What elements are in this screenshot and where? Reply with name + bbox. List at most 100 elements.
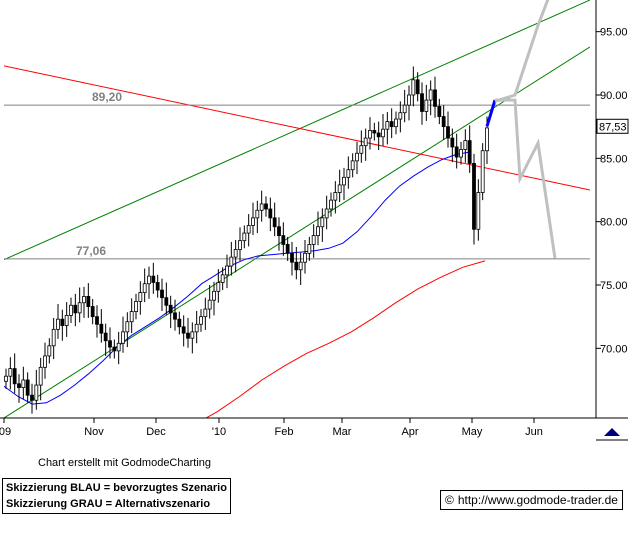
candle-body [142, 283, 147, 294]
candle-body [251, 217, 255, 226]
candle-body [86, 295, 91, 307]
x-tick-label: '09 [0, 426, 11, 438]
candle-body [268, 208, 273, 219]
candle-body [415, 79, 420, 95]
candle-body [255, 209, 260, 219]
candle-body [277, 226, 281, 237]
candle-body [186, 332, 190, 339]
candle-body [194, 323, 199, 333]
candle-body [47, 345, 52, 357]
candle-body [212, 290, 216, 301]
candle-body [168, 304, 173, 314]
level-label-2: 77,06 [76, 244, 106, 258]
candle-body [285, 244, 290, 254]
candle-body [303, 252, 307, 263]
x-tick-label: May [462, 426, 483, 438]
candle-body [151, 275, 156, 283]
candle-body [43, 355, 47, 368]
candle-body [264, 203, 268, 210]
y-tick-label: 95.00 [600, 27, 628, 39]
candle-body [203, 308, 208, 318]
candle-body [38, 366, 43, 386]
source-link[interactable]: © http://www.godmode-trader.de [440, 490, 623, 510]
zoom-icon-triangle [604, 428, 620, 436]
candle-body [60, 318, 65, 326]
candle-body [82, 295, 86, 304]
candle-body [459, 149, 463, 158]
candle-body [164, 297, 169, 306]
candle-body [372, 130, 377, 134]
trend-line-1 [4, 0, 590, 261]
copyright-icon: © [445, 493, 454, 507]
x-tick-label: Jun [525, 426, 543, 438]
candle-body [4, 375, 8, 382]
x-tick-label: Feb [275, 426, 294, 438]
candle-body [30, 394, 34, 401]
candle-body [337, 184, 342, 193]
y-tick-label: 80.00 [600, 217, 628, 229]
candle-body [56, 318, 60, 330]
candle-body [346, 169, 351, 178]
candle-body [34, 384, 39, 401]
candle-body [220, 274, 225, 283]
candle-body [376, 132, 381, 138]
candle-body [21, 379, 26, 388]
candle-body [411, 79, 416, 96]
candle-body [51, 328, 56, 347]
candle-body [311, 235, 316, 245]
candle-body [446, 126, 450, 139]
trend-line-3 [4, 65, 590, 191]
candle-body [125, 321, 130, 333]
candle-body [329, 199, 333, 210]
candle-body [307, 244, 312, 254]
candle-body [25, 379, 30, 396]
scenario-gray-path [495, 98, 557, 259]
candle-body [272, 217, 277, 228]
candle-body [389, 121, 394, 128]
candle-body [441, 116, 446, 128]
candle-body [454, 146, 459, 158]
candle-body [476, 192, 481, 230]
candle-body [181, 326, 186, 334]
candle-body [355, 152, 359, 162]
candle-body [134, 301, 138, 313]
candle-body [242, 232, 247, 242]
candle-body [324, 208, 329, 219]
candle-body [294, 261, 299, 271]
source-url[interactable]: http://www.godmode-trader.de [457, 493, 618, 507]
candle-body [385, 121, 390, 130]
candle-body [112, 346, 117, 352]
candle-body [467, 140, 472, 164]
candle-body [290, 252, 294, 263]
candle-body [359, 145, 364, 154]
candle-body [407, 94, 411, 106]
candle-body [433, 89, 437, 107]
candle-body [138, 292, 143, 302]
candle-body [333, 192, 338, 201]
candle-body [155, 282, 160, 291]
candle-body [402, 104, 407, 114]
candle-body [64, 314, 69, 326]
candle-body [12, 368, 17, 385]
candle-body [398, 112, 403, 120]
candle-body [173, 312, 177, 320]
candle-body [17, 383, 21, 388]
candle-body [116, 342, 121, 352]
candle-body [207, 299, 212, 310]
candle-body [121, 331, 125, 344]
candle-body [103, 332, 108, 342]
y-tick-label: 75.00 [600, 280, 628, 292]
last-price-label: 87,53 [599, 121, 627, 133]
candle-body [229, 256, 234, 267]
candle-body [472, 162, 476, 230]
x-tick-label: Nov [84, 426, 104, 438]
ma-red-line [205, 260, 486, 418]
candle-body [480, 150, 485, 193]
x-tick-label: '10 [212, 426, 226, 438]
candle-body [320, 217, 325, 228]
candle-body [177, 318, 182, 328]
candle-body [259, 203, 264, 211]
candle-body [69, 304, 73, 316]
last-price-box [596, 118, 629, 134]
